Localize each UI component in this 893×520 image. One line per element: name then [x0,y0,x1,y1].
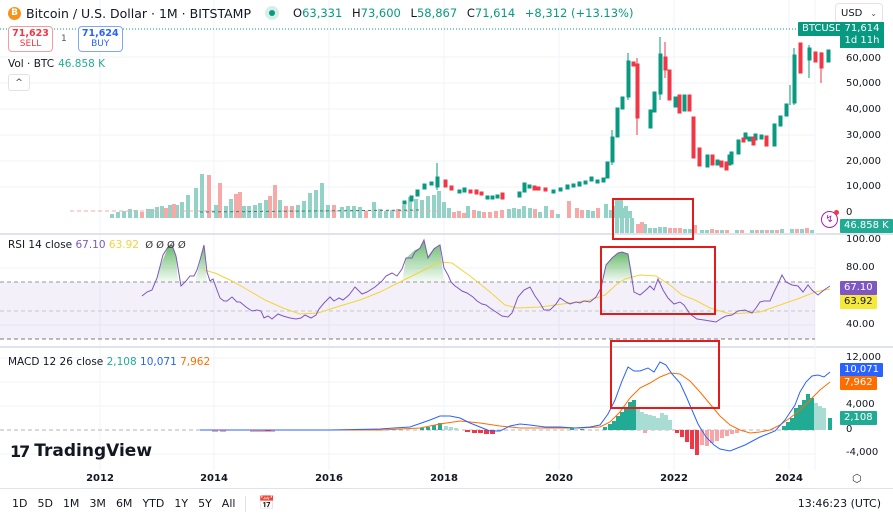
volume-tag: 46.858 K [840,219,893,233]
symbol-tag: BTCUSD [798,22,847,36]
highlight-boxes [600,198,720,409]
hidden-icon: Ø [145,240,154,251]
range-6m-button[interactable]: 6M [115,497,133,510]
rsi-ma-tag: 63.92 [840,295,877,309]
rsi-pane [0,238,831,340]
range-5y-button[interactable]: 5Y [198,497,212,510]
macd-hist-value: 2,108 [106,356,137,368]
symbol-title[interactable]: Bitcoin / U.S. Dollar · 1M · BITSTAMP [26,5,251,21]
range-3m-button[interactable]: 3M [89,497,106,510]
volume-legend[interactable]: Vol · BTC 46.858 K [8,58,106,70]
last-price-tag: 71,614 1d 11h [840,22,884,48]
rsi-value-tag: 67.10 [840,281,877,295]
change-value: +8,312 (+13.13%) [524,6,634,20]
sell-button[interactable]: 71,623 SELL [8,26,53,52]
hidden-icon: Ø [167,240,175,251]
lightning-icon[interactable]: ↯ [821,210,839,228]
market-status-icon[interactable] [265,6,279,20]
range-1y-button[interactable]: 1Y [174,497,189,510]
range-all-button[interactable]: All [221,497,236,510]
buy-button[interactable]: 71,624 BUY [77,26,123,52]
bottom-toolbar: 1D 5D 1M 3M 6M YTD 1Y 5Y All 📅 13:46:23 … [0,488,893,518]
gear-icon[interactable]: ⬡ [852,472,862,485]
macd-signal-value: 7,962 [180,356,211,368]
currency-select[interactable]: USD ⌄ [835,3,883,23]
hist-value-tag: 2,108 [840,411,877,425]
divider [245,495,247,512]
tradingview-logo[interactable]: 17 TradingView [10,441,153,461]
range-ytd-button[interactable]: YTD [142,497,165,510]
open-value: 63,331 [302,6,343,20]
symbol-header: B Bitcoin / U.S. Dollar · 1M · BITSTAMP … [8,4,639,22]
volume-value: 46.858 K [58,58,106,70]
bitcoin-icon: B [8,6,21,20]
macd-pane [0,361,832,455]
rsi-ma-value: 63.92 [108,239,139,251]
price-candles [199,37,831,213]
clock-time[interactable]: 13:46:23 (UTC) [797,497,881,510]
calendar-goto-icon[interactable]: 📅 [258,496,275,511]
range-1d-button[interactable]: 1D [12,497,28,510]
rsi-value: 67.10 [75,239,106,251]
chevron-up-icon: ^ [15,77,23,88]
collapse-legend-button[interactable]: ^ [8,74,30,91]
close-value: 71,614 [474,6,516,20]
high-value: 73,600 [360,6,401,20]
macd-value-tag: 10,071 [840,363,883,377]
volume-bars [70,174,814,233]
trade-buttons: 71,623 SELL 1 71,624 BUY [8,26,123,52]
tradingview-mark-icon: 17 [10,441,30,461]
macd-value: 10,071 [140,356,177,368]
ohlc-values: O63,331 H73,600 L58,867 C71,614 +8,312 (… [293,6,634,20]
hidden-icon: Ø [156,240,165,251]
range-1m-button[interactable]: 1M [62,497,80,510]
hidden-icon: Ø [177,240,186,251]
chevron-down-icon: ⌄ [870,8,877,18]
range-5d-button[interactable]: 5D [37,497,53,510]
macd-legend[interactable]: MACD 12 26 close 2,108 10,071 7,962 [8,356,211,368]
low-value: 58,867 [416,6,458,20]
spread-value: 1 [61,34,67,44]
signal-value-tag: 7,962 [840,376,877,390]
